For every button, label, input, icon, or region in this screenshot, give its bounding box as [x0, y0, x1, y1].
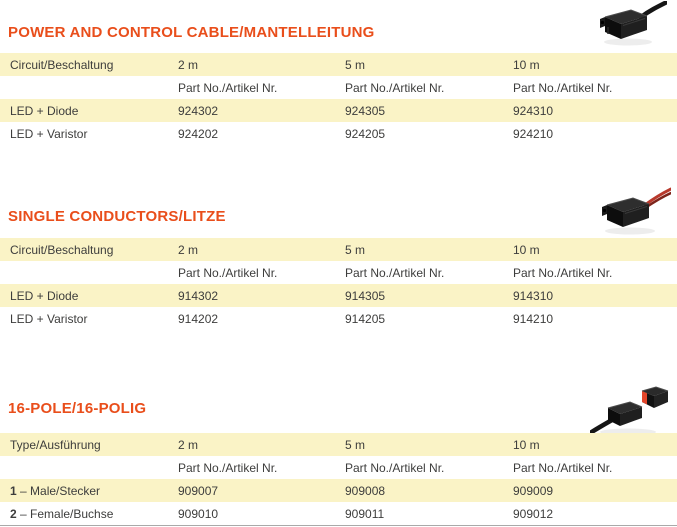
- table-row: 1 – Male/Stecker 909007 909008 909009: [0, 479, 677, 502]
- col-header-10m: 10 m: [505, 53, 677, 76]
- col-header-2m: 2 m: [170, 238, 337, 261]
- part-number: 924305: [337, 99, 505, 122]
- col-header-10m: 10 m: [505, 433, 677, 456]
- col-header-5m: 5 m: [337, 238, 505, 261]
- part-no-header: Part No./Artikel Nr.: [337, 456, 505, 479]
- row-label: 1 – Male/Stecker: [0, 479, 170, 502]
- part-no-header: Part No./Artikel Nr.: [505, 456, 677, 479]
- table-header-row: Circuit/Beschaltung 2 m 5 m 10 m: [0, 53, 677, 76]
- part-number: 909011: [337, 502, 505, 526]
- part-number: 914310: [505, 284, 677, 307]
- part-no-header-row: Part No./Artikel Nr. Part No./Artikel Nr…: [0, 456, 677, 479]
- part-no-header: Part No./Artikel Nr.: [505, 261, 677, 284]
- part-number: 909009: [505, 479, 677, 502]
- section-title-single-conductors: SINGLE CONDUCTORS/LITZE: [8, 208, 226, 225]
- col-header-2m: 2 m: [170, 53, 337, 76]
- black-connector-with-red-wires-photo: [595, 186, 673, 239]
- connector-photo-icon: [587, 386, 669, 436]
- col-header-5m: 5 m: [337, 53, 505, 76]
- power-cable-parts-table: Circuit/Beschaltung 2 m 5 m 10 m Part No…: [0, 53, 677, 145]
- part-no-header: Part No./Artikel Nr.: [170, 261, 337, 284]
- table-header-row: Circuit/Beschaltung 2 m 5 m 10 m: [0, 238, 677, 261]
- col-header-10m: 10 m: [505, 238, 677, 261]
- part-number: 924210: [505, 122, 677, 145]
- single-conductors-parts-table: Circuit/Beschaltung 2 m 5 m 10 m Part No…: [0, 238, 677, 330]
- part-number: 909010: [170, 502, 337, 526]
- table-row: LED + Varistor 924202 924205 924210: [0, 122, 677, 145]
- table-row: 2 – Female/Buchse 909010 909011 909012: [0, 502, 677, 526]
- row-header-label: Circuit/Beschaltung: [0, 53, 170, 76]
- part-number: 914205: [337, 307, 505, 330]
- connector-photo-icon: [600, 0, 670, 46]
- section-title-16-pole: 16-POLE/16-POLIG: [8, 400, 147, 417]
- row-label: LED + Diode: [0, 284, 170, 307]
- table-row: LED + Diode 924302 924305 924310: [0, 99, 677, 122]
- part-number: 924205: [337, 122, 505, 145]
- part-number: 914302: [170, 284, 337, 307]
- part-number: 924310: [505, 99, 677, 122]
- row-label: LED + Varistor: [0, 307, 170, 330]
- part-no-header: Part No./Artikel Nr.: [337, 261, 505, 284]
- part-number: 914305: [337, 284, 505, 307]
- table-header-row: Type/Ausführung 2 m 5 m 10 m: [0, 433, 677, 456]
- part-no-header: Part No./Artikel Nr.: [170, 76, 337, 99]
- part-number: 909008: [337, 479, 505, 502]
- part-no-header-row: Part No./Artikel Nr. Part No./Artikel Nr…: [0, 261, 677, 284]
- row-label: LED + Varistor: [0, 122, 170, 145]
- part-number: 909007: [170, 479, 337, 502]
- col-header-2m: 2 m: [170, 433, 337, 456]
- part-number: 924302: [170, 99, 337, 122]
- black-connector-with-black-cable-photo: [595, 0, 670, 50]
- part-number: 914210: [505, 307, 677, 330]
- table-row: LED + Varistor 914202 914205 914210: [0, 307, 677, 330]
- 16-pole-parts-table: Type/Ausführung 2 m 5 m 10 m Part No./Ar…: [0, 433, 677, 526]
- connector-photo-icon: [602, 187, 673, 235]
- row-header-label: Circuit/Beschaltung: [0, 238, 170, 261]
- row-label: 2 – Female/Buchse: [0, 502, 170, 526]
- col-header-5m: 5 m: [337, 433, 505, 456]
- section-title-power-and-control-cable: POWER AND CONTROL CABLE/MANTELLEITUNG: [8, 24, 375, 41]
- part-no-header-row: Part No./Artikel Nr. Part No./Artikel Nr…: [0, 76, 677, 99]
- row-header-label: Type/Ausführung: [0, 433, 170, 456]
- row-label: LED + Diode: [0, 99, 170, 122]
- part-number: 924202: [170, 122, 337, 145]
- part-number: 909012: [505, 502, 677, 526]
- male-female-connector-pair-photo: [587, 382, 672, 441]
- part-number: 914202: [170, 307, 337, 330]
- part-no-header: Part No./Artikel Nr.: [337, 76, 505, 99]
- table-row: LED + Diode 914302 914305 914310: [0, 284, 677, 307]
- part-no-header: Part No./Artikel Nr.: [505, 76, 677, 99]
- part-no-header: Part No./Artikel Nr.: [170, 456, 337, 479]
